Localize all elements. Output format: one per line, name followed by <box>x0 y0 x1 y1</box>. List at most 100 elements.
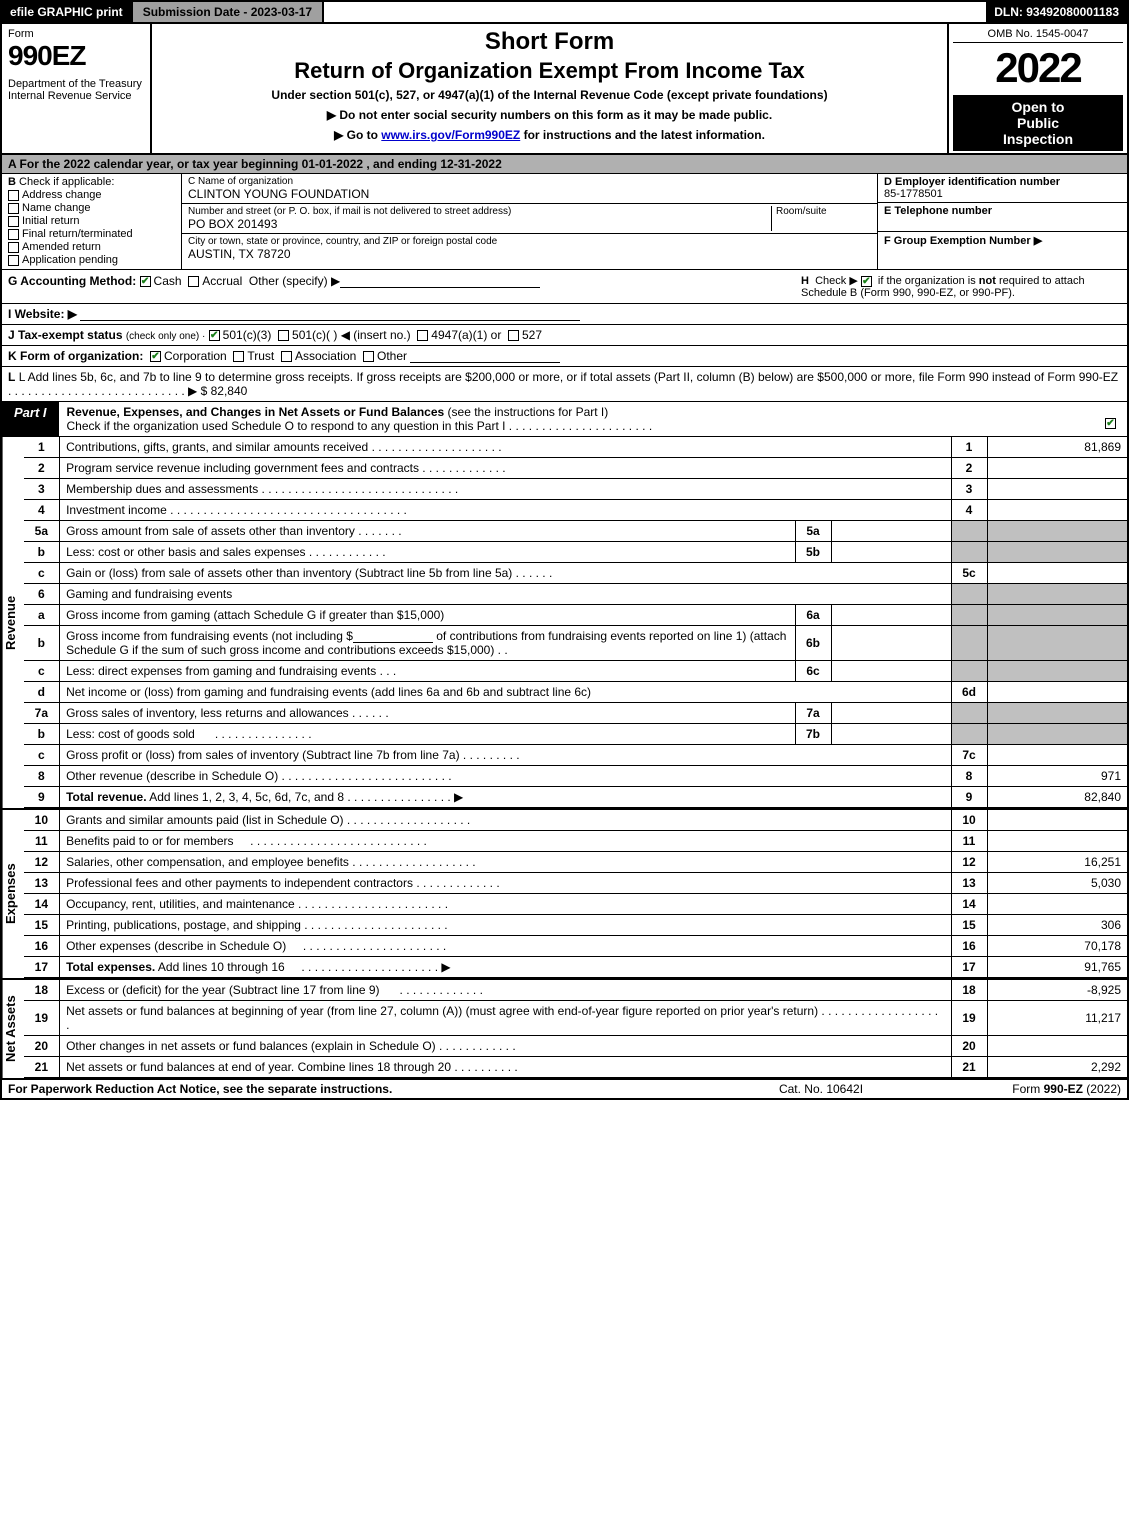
l14-num: 14 <box>24 894 60 915</box>
g-accounting: G Accounting Method: Cash Accrual Other … <box>8 274 801 299</box>
info-section: B Check if applicable: Address change Na… <box>0 174 1129 269</box>
line-l-row: L L Add lines 5b, 6c, and 7b to line 9 t… <box>0 366 1129 402</box>
cb-501c[interactable] <box>278 330 289 341</box>
cb-trust[interactable] <box>233 351 244 362</box>
website-input[interactable] <box>80 307 580 321</box>
cb-initial-return[interactable]: Initial return <box>8 215 175 227</box>
l6d-num: d <box>24 682 60 703</box>
section-d-e-f: D Employer identification number 85-1778… <box>877 174 1127 269</box>
l10-ln: 10 <box>951 810 987 831</box>
l16-amt: 70,178 <box>987 936 1127 957</box>
l6d-ln: 6d <box>951 682 987 703</box>
l7a-desc: Gross sales of inventory, less returns a… <box>60 703 795 724</box>
l20-ln: 20 <box>951 1036 987 1057</box>
l6-shade2 <box>987 584 1127 605</box>
revenue-section: Revenue 1 Contributions, gifts, grants, … <box>0 437 1129 808</box>
l7c-amt <box>987 745 1127 766</box>
submission-date: Submission Date - 2023-03-17 <box>131 2 324 22</box>
l6c-subamt <box>831 661 951 682</box>
omb-number: OMB No. 1545-0047 <box>953 26 1123 43</box>
cb-other-org[interactable] <box>363 351 374 362</box>
l6c-desc: Less: direct expenses from gaming and fu… <box>60 661 795 682</box>
inspection-line3: Inspection <box>955 131 1121 147</box>
cb-527[interactable] <box>508 330 519 341</box>
l6b-sub: 6b <box>795 626 831 661</box>
l1-ln: 1 <box>951 437 987 458</box>
cb-cash[interactable] <box>140 276 151 287</box>
group-exemption-row: F Group Exemption Number ▶ <box>878 232 1127 249</box>
line-1: 1 Contributions, gifts, grants, and simi… <box>24 437 1127 458</box>
cb-accrual[interactable] <box>188 276 199 287</box>
line-5a: 5a Gross amount from sale of assets othe… <box>24 521 1127 542</box>
cb-corporation[interactable] <box>150 351 161 362</box>
l5b-desc: Less: cost or other basis and sales expe… <box>60 542 795 563</box>
l4-amt <box>987 500 1127 521</box>
header-center: Short Form Return of Organization Exempt… <box>152 24 947 153</box>
cb-application-pending[interactable]: Application pending <box>8 254 175 266</box>
l21-ln: 21 <box>951 1057 987 1078</box>
line-14: 14 Occupancy, rent, utilities, and maint… <box>24 894 1127 915</box>
l16-ln: 16 <box>951 936 987 957</box>
j-501c3: 501(c)(3) <box>223 328 272 342</box>
inspection-badge: Open to Public Inspection <box>953 95 1123 151</box>
l19-amt: 11,217 <box>987 1001 1127 1036</box>
l12-ln: 12 <box>951 852 987 873</box>
g-other-input[interactable] <box>340 274 540 288</box>
cb-schedule-o[interactable] <box>1105 418 1116 429</box>
line-13: 13 Professional fees and other payments … <box>24 873 1127 894</box>
l7c-num: c <box>24 745 60 766</box>
line-20: 20 Other changes in net assets or fund b… <box>24 1036 1127 1057</box>
line-10: 10 Grants and similar amounts paid (list… <box>24 810 1127 831</box>
l5a-num: 5a <box>24 521 60 542</box>
cb-final-return[interactable]: Final return/terminated <box>8 228 175 240</box>
l19-ln: 19 <box>951 1001 987 1036</box>
l17-amt: 91,765 <box>987 957 1127 978</box>
revenue-side-label: Revenue <box>2 437 24 808</box>
j-527: 527 <box>522 328 542 342</box>
cb-amended-return-label: Amended return <box>22 241 101 253</box>
l18-ln: 18 <box>951 980 987 1001</box>
cb-association[interactable] <box>281 351 292 362</box>
cb-amended-return[interactable]: Amended return <box>8 241 175 253</box>
l6-num: 6 <box>24 584 60 605</box>
l11-num: 11 <box>24 831 60 852</box>
cb-501c3[interactable] <box>209 330 220 341</box>
l6b-num: b <box>24 626 60 661</box>
l6b-amount-input[interactable] <box>353 629 433 643</box>
row-a-tax-year: A For the 2022 calendar year, or tax yea… <box>0 155 1129 174</box>
b-check-if: Check if applicable: <box>19 176 114 188</box>
g-accrual-label: Accrual <box>202 274 242 288</box>
l12-desc: Salaries, other compensation, and employ… <box>60 852 951 873</box>
cb-name-change[interactable]: Name change <box>8 202 175 214</box>
inspection-line2: Public <box>955 115 1121 131</box>
l15-desc: Printing, publications, postage, and shi… <box>60 915 951 936</box>
b-label: B <box>8 176 16 188</box>
l6a-num: a <box>24 605 60 626</box>
l21-amt: 2,292 <box>987 1057 1127 1078</box>
part1-tab: Part I <box>2 402 59 436</box>
l2-amt <box>987 458 1127 479</box>
cb-address-change[interactable]: Address change <box>8 189 175 201</box>
l17-ln: 17 <box>951 957 987 978</box>
l13-desc: Professional fees and other payments to … <box>60 873 951 894</box>
irs-link[interactable]: www.irs.gov/Form990EZ <box>381 128 520 142</box>
cb-schedule-b[interactable] <box>861 276 872 287</box>
g-other-label: Other (specify) ▶ <box>249 274 340 288</box>
l6b-shade2 <box>987 626 1127 661</box>
k-other-input[interactable] <box>410 349 560 363</box>
l6c-num: c <box>24 661 60 682</box>
part1-check-text: Check if the organization used Schedule … <box>67 419 506 433</box>
l6c-sub: 6c <box>795 661 831 682</box>
l6d-amt <box>987 682 1127 703</box>
l17-num: 17 <box>24 957 60 978</box>
l6b-shade1 <box>951 626 987 661</box>
l4-num: 4 <box>24 500 60 521</box>
inspection-line1: Open to <box>955 99 1121 115</box>
l2-ln: 2 <box>951 458 987 479</box>
l7a-num: 7a <box>24 703 60 724</box>
l20-amt <box>987 1036 1127 1057</box>
line-5c: c Gain or (loss) from sale of assets oth… <box>24 563 1127 584</box>
l11-ln: 11 <box>951 831 987 852</box>
cb-4947[interactable] <box>417 330 428 341</box>
form-org-row: K Form of organization: Corporation Trus… <box>0 345 1129 366</box>
